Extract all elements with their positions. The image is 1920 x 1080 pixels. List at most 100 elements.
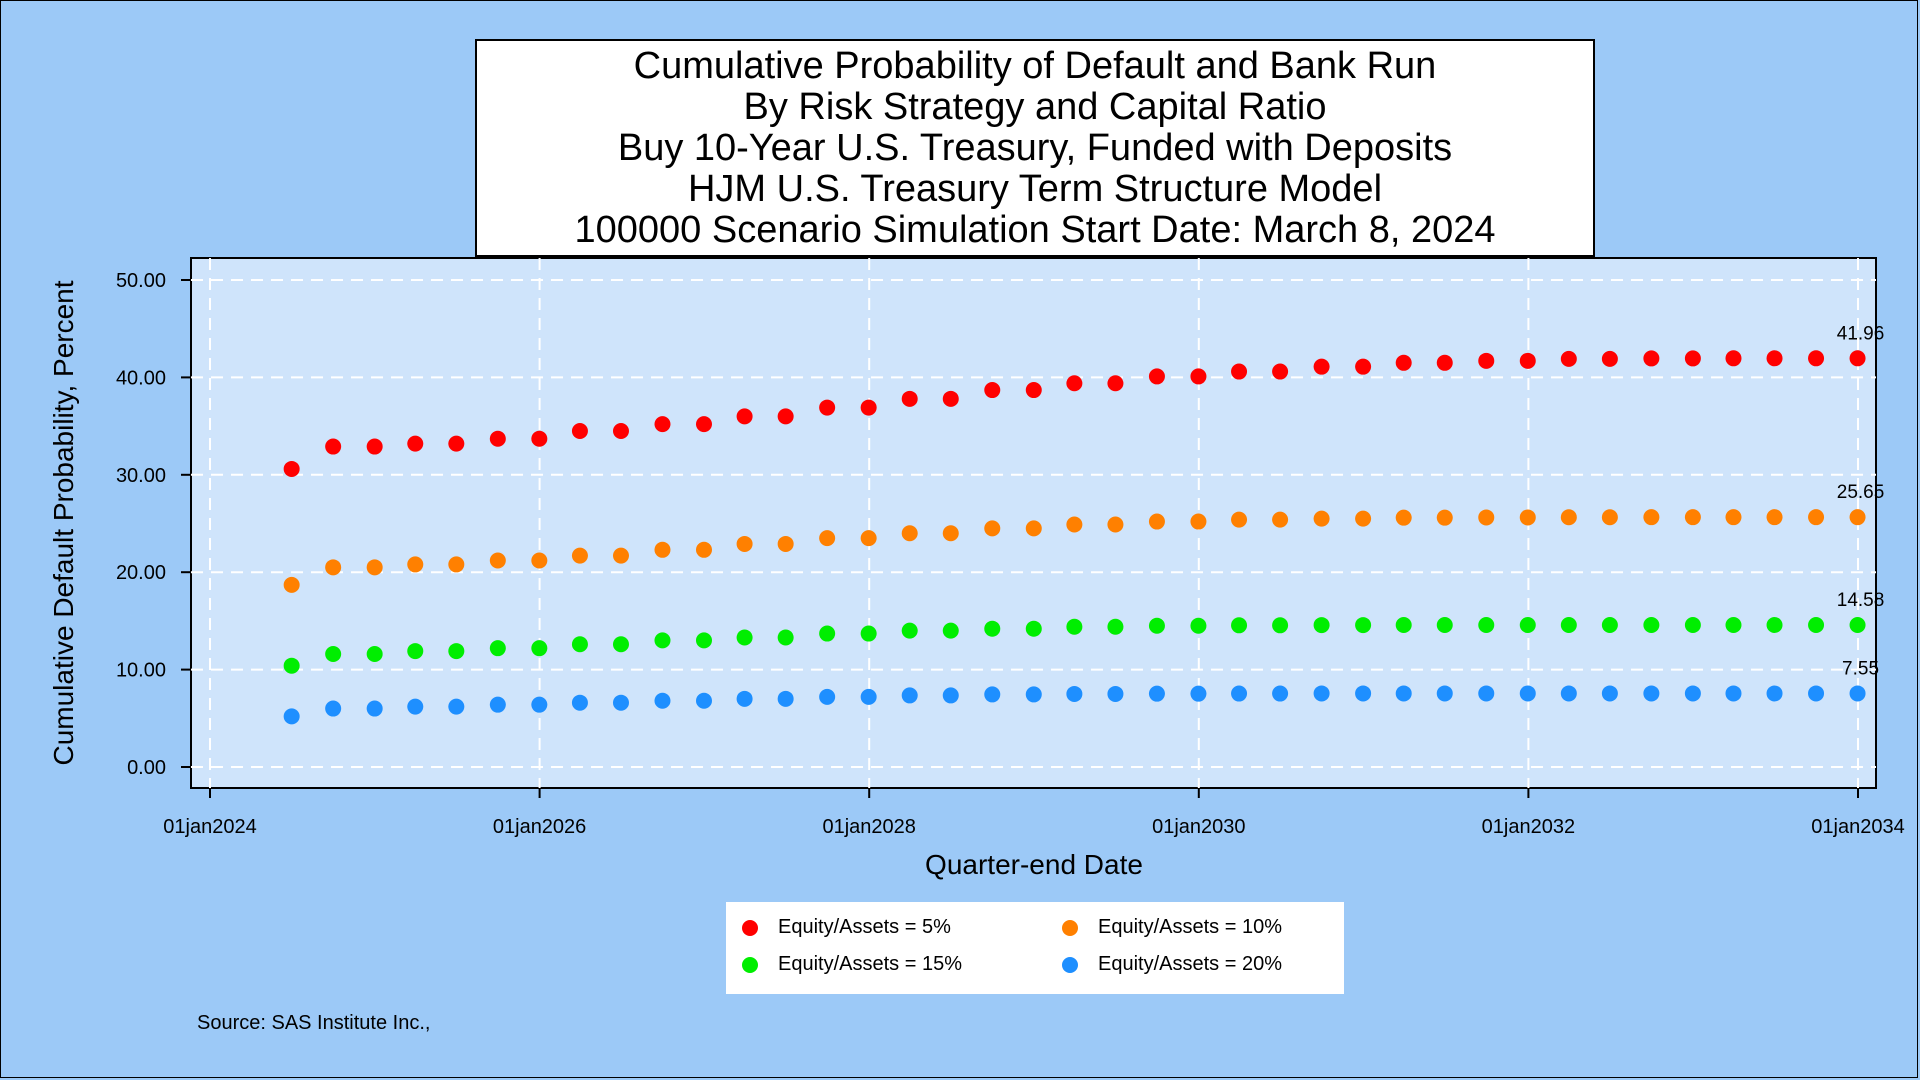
data-point bbox=[1313, 617, 1330, 634]
data-point bbox=[1849, 509, 1866, 526]
data-point bbox=[736, 629, 753, 646]
data-point bbox=[1519, 509, 1536, 526]
data-point bbox=[1272, 685, 1289, 702]
data-point bbox=[1808, 350, 1825, 367]
x-tick-label: 01jan2032 bbox=[1482, 816, 1575, 838]
data-point bbox=[984, 382, 1001, 399]
data-point bbox=[407, 643, 424, 660]
data-point bbox=[984, 520, 1001, 537]
axes: 0.00 10.00 20.00 30.00 40.00 50.00 01jan2024 01… bbox=[116, 270, 1905, 838]
data-point bbox=[1849, 616, 1866, 633]
data-point bbox=[489, 640, 506, 657]
data-point bbox=[571, 547, 588, 564]
chart-title-line-2: By Risk Strategy and Capital Ratio bbox=[743, 85, 1327, 128]
y-tick-label: 50.00 bbox=[116, 270, 166, 292]
data-point bbox=[695, 632, 712, 649]
data-point bbox=[654, 692, 671, 709]
y-tick-label: 40.00 bbox=[116, 367, 166, 389]
data-point bbox=[1313, 685, 1330, 702]
data-point bbox=[901, 390, 918, 407]
data-point bbox=[942, 687, 959, 704]
data-point bbox=[1519, 685, 1536, 702]
data-labels: 41.96 25.65 14.58 7.55 bbox=[1837, 323, 1885, 679]
x-tick-label: 01jan2030 bbox=[1152, 816, 1245, 838]
data-point bbox=[1478, 685, 1495, 702]
data-point bbox=[1725, 616, 1742, 633]
data-point bbox=[531, 696, 548, 713]
data-point bbox=[283, 576, 300, 593]
data-point bbox=[1478, 509, 1495, 526]
chart-title-line-3: Buy 10-Year U.S. Treasury, Funded with D… bbox=[617, 126, 1453, 169]
data-point bbox=[448, 643, 465, 660]
data-point bbox=[1148, 513, 1165, 530]
data-point bbox=[1231, 617, 1248, 634]
legend-label-5pct: Equity/Assets = 5% bbox=[778, 916, 951, 938]
data-point bbox=[448, 556, 465, 573]
data-point bbox=[860, 625, 877, 642]
legend-label-20pct: Equity/Assets = 20% bbox=[1098, 953, 1282, 975]
data-point bbox=[1148, 617, 1165, 634]
data-point bbox=[1849, 350, 1866, 367]
data-point bbox=[1808, 685, 1825, 702]
data-point bbox=[1025, 520, 1042, 537]
data-point bbox=[736, 690, 753, 707]
data-point bbox=[819, 688, 836, 705]
data-point bbox=[1766, 616, 1783, 633]
data-point bbox=[1560, 509, 1577, 526]
data-point bbox=[819, 530, 836, 547]
data-point bbox=[1643, 685, 1660, 702]
legend-item-15pct: Equity/Assets = 15% bbox=[742, 953, 962, 976]
data-point bbox=[1643, 509, 1660, 526]
data-point bbox=[325, 700, 342, 717]
data-point bbox=[1190, 368, 1207, 385]
x-tick-label: 01jan2026 bbox=[493, 816, 586, 838]
data-point bbox=[777, 690, 794, 707]
end-value-label: 25.65 bbox=[1837, 482, 1885, 503]
data-point bbox=[571, 636, 588, 653]
data-point bbox=[1395, 354, 1412, 371]
data-point bbox=[366, 559, 383, 576]
y-tick-label: 0.00 bbox=[127, 757, 166, 779]
data-point bbox=[1478, 352, 1495, 369]
legend-item-10pct: Equity/Assets = 10% bbox=[1062, 916, 1282, 939]
data-point bbox=[489, 552, 506, 569]
data-point bbox=[984, 686, 1001, 703]
data-point bbox=[1395, 616, 1412, 633]
legend-label-10pct: Equity/Assets = 10% bbox=[1098, 916, 1282, 938]
data-point bbox=[777, 629, 794, 646]
legend-marker-5pct bbox=[742, 919, 758, 936]
data-point bbox=[489, 430, 506, 447]
data-point bbox=[1478, 616, 1495, 633]
data-point bbox=[942, 390, 959, 407]
data-point bbox=[1107, 618, 1124, 635]
data-point bbox=[695, 416, 712, 433]
data-point bbox=[1066, 516, 1083, 533]
data-point bbox=[984, 620, 1001, 637]
data-point bbox=[736, 408, 753, 425]
data-point bbox=[283, 460, 300, 477]
data-point bbox=[1313, 510, 1330, 527]
data-point bbox=[1107, 375, 1124, 392]
legend-label-15pct: Equity/Assets = 15% bbox=[778, 953, 962, 975]
data-point bbox=[777, 535, 794, 552]
y-axis-title: Cumulative Default Probability, Percent bbox=[48, 280, 79, 765]
legend-item-20pct: Equity/Assets = 20% bbox=[1062, 953, 1282, 976]
x-axis-title: Quarter-end Date bbox=[925, 849, 1143, 880]
data-point bbox=[325, 438, 342, 455]
y-tick-label: 30.00 bbox=[116, 465, 166, 487]
data-point bbox=[1808, 509, 1825, 526]
data-point bbox=[1560, 350, 1577, 367]
data-point bbox=[612, 547, 629, 564]
data-point bbox=[1272, 511, 1289, 528]
data-point bbox=[901, 525, 918, 542]
data-point bbox=[1355, 510, 1372, 527]
data-point bbox=[736, 535, 753, 552]
data-point bbox=[1355, 358, 1372, 375]
data-point bbox=[407, 698, 424, 715]
chart-title-line-1: Cumulative Probability of Default and Ba… bbox=[633, 44, 1437, 87]
data-point bbox=[654, 632, 671, 649]
data-point bbox=[407, 435, 424, 452]
data-point bbox=[325, 646, 342, 663]
data-point bbox=[366, 646, 383, 663]
